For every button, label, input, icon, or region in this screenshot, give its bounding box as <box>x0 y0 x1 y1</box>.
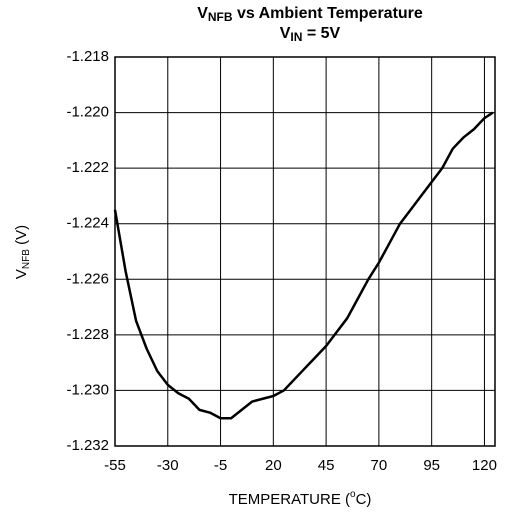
plot-frame <box>114 56 496 447</box>
chart-title: VNFB vs Ambient Temperature <box>197 5 423 24</box>
y-tick-label: -1.224 <box>66 215 109 232</box>
x-axis-label: TEMPERATURE (oC) <box>229 489 372 508</box>
y-tick-label: -1.228 <box>66 326 109 343</box>
y-tick-label: -1.220 <box>66 104 109 121</box>
y-tick-label: -1.226 <box>66 270 109 287</box>
x-tick-label: -55 <box>104 457 126 474</box>
x-tick-label: -5 <box>214 457 227 474</box>
y-axis-label: VNFB (V) <box>13 225 32 279</box>
chart-subtitle: VIN = 5V <box>280 25 341 44</box>
y-tick-label: -1.222 <box>66 159 109 176</box>
x-tick-label: 45 <box>318 457 335 474</box>
x-tick-label: -30 <box>157 457 179 474</box>
line <box>113 111 494 420</box>
y-tick-label: -1.232 <box>66 437 109 454</box>
y-tick-label: -1.218 <box>66 48 109 65</box>
x-tick-label: 95 <box>423 457 440 474</box>
x-tick-label: 20 <box>265 457 282 474</box>
x-tick-label: 120 <box>472 457 497 474</box>
x-tick-label: 70 <box>371 457 388 474</box>
y-tick-label: -1.230 <box>66 381 109 398</box>
